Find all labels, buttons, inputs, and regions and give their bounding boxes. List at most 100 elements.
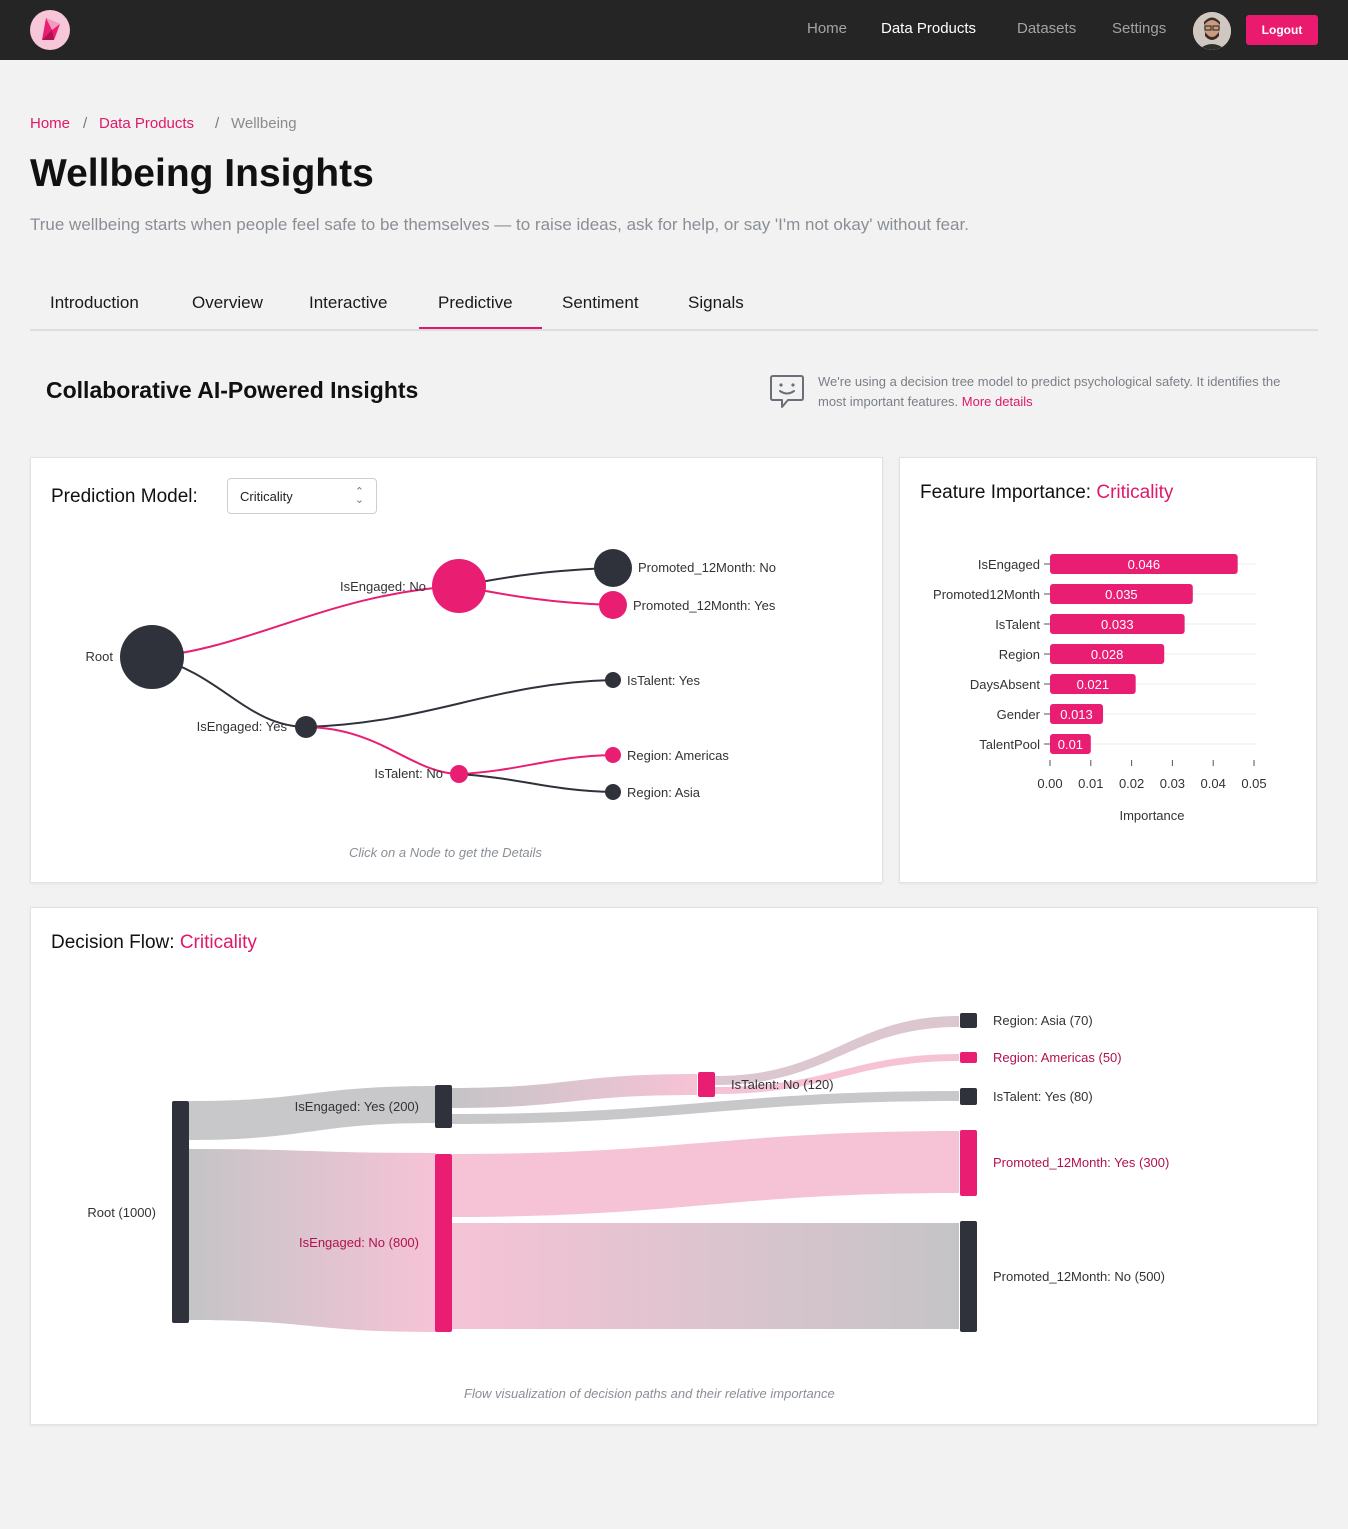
feature-importance-title-text: Feature Importance: bbox=[920, 482, 1097, 503]
tree-node-talent-yes[interactable] bbox=[605, 672, 621, 688]
bar-value-label: 0.021 bbox=[1077, 677, 1110, 692]
bar-value-label: 0.033 bbox=[1101, 617, 1134, 632]
flow-node-talent-yes[interactable] bbox=[960, 1088, 977, 1105]
tree-label-engaged-no: IsEngaged: No bbox=[340, 579, 426, 594]
tree-node-root[interactable] bbox=[120, 625, 184, 689]
y-tick-label: Gender bbox=[997, 707, 1041, 722]
tree-link bbox=[305, 726, 460, 775]
y-tick-label: Promoted12Month bbox=[933, 587, 1040, 602]
flow-node-talent-no[interactable] bbox=[698, 1072, 715, 1097]
tree-label-talent-no: IsTalent: No bbox=[374, 766, 443, 781]
importance-bar bbox=[1050, 554, 1238, 574]
flow-node-promoted-no[interactable] bbox=[960, 1221, 977, 1332]
tree-link bbox=[458, 754, 614, 775]
x-axis-label: Importance bbox=[1119, 808, 1184, 823]
flow-node-root[interactable] bbox=[172, 1101, 189, 1323]
decision-flow-title-text: Decision Flow: bbox=[51, 932, 180, 953]
nav-settings[interactable]: Settings bbox=[1112, 20, 1167, 37]
x-tick-label: 0.02 bbox=[1119, 776, 1144, 791]
flow-link bbox=[452, 1074, 697, 1108]
importance-bar bbox=[1050, 734, 1091, 754]
breadcrumb-home[interactable]: Home bbox=[30, 115, 71, 132]
model-info-text: We're using a decision tree model to pre… bbox=[818, 372, 1288, 412]
flow-link bbox=[189, 1149, 436, 1332]
app-logo[interactable] bbox=[30, 10, 70, 50]
flow-node-engaged-no[interactable] bbox=[435, 1154, 452, 1332]
breadcrumb-separator: / bbox=[215, 115, 220, 132]
nav-data-products[interactable]: Data Products bbox=[881, 20, 977, 37]
feature-importance-card: Feature Importance: Criticality IsEngage… bbox=[899, 457, 1317, 883]
flow-link bbox=[452, 1091, 959, 1124]
x-tick-label: 0.05 bbox=[1241, 776, 1266, 791]
tab-signals[interactable]: Signals bbox=[688, 293, 744, 312]
decision-flow-model: Criticality bbox=[179, 932, 257, 953]
tree-node-region-americas[interactable] bbox=[605, 747, 621, 763]
prediction-model-card: Prediction Model: Criticality ⌃ ⌄ Root Is… bbox=[30, 457, 883, 883]
flow-label-talent-yes: IsTalent: Yes (80) bbox=[993, 1089, 1093, 1104]
x-tick-label: 0.01 bbox=[1078, 776, 1103, 791]
more-details-link[interactable]: More details bbox=[961, 394, 1033, 409]
decision-flow-title: Decision Flow: Criticality bbox=[51, 932, 257, 954]
page-subtitle: True wellbeing starts when people feel s… bbox=[30, 215, 969, 234]
y-tick-label: TalentPool bbox=[979, 737, 1040, 752]
flow-label-root: Root (1000) bbox=[87, 1205, 156, 1220]
flow-link bbox=[715, 1016, 959, 1085]
tree-node-promoted-yes[interactable] bbox=[599, 591, 627, 619]
flow-label-engaged-no: IsEngaged: No (800) bbox=[299, 1235, 419, 1250]
tree-link bbox=[305, 679, 614, 728]
decision-flow-card: Decision Flow: Criticality Root (1000 bbox=[30, 907, 1318, 1425]
flow-node-engaged-yes[interactable] bbox=[435, 1085, 452, 1128]
model-select[interactable]: Criticality ⌃ ⌄ bbox=[227, 478, 377, 514]
flow-node-region-americas[interactable] bbox=[960, 1052, 977, 1063]
tab-bar: Introduction Overview Interactive Predic… bbox=[30, 283, 1318, 331]
bar-value-label: 0.013 bbox=[1060, 707, 1093, 722]
prediction-model-title: Prediction Model: bbox=[51, 486, 198, 507]
importance-bar bbox=[1050, 644, 1165, 664]
bar-value-label: 0.035 bbox=[1105, 587, 1138, 602]
tree-node-engaged-no[interactable] bbox=[432, 559, 486, 613]
tab-interactive[interactable]: Interactive bbox=[309, 293, 388, 312]
tree-node-promoted-no[interactable] bbox=[594, 549, 632, 587]
breadcrumb-separator: / bbox=[83, 115, 88, 132]
chat-bubble-icon bbox=[768, 374, 806, 410]
importance-bar bbox=[1050, 614, 1185, 634]
info-description: We're using a decision tree model to pre… bbox=[818, 374, 1281, 409]
sankey-diagram: Root (1000) IsEngaged: Yes (200) IsEngag… bbox=[87, 1013, 1169, 1332]
tree-node-talent-no[interactable] bbox=[450, 765, 468, 783]
importance-bar bbox=[1050, 704, 1104, 724]
importance-bar bbox=[1050, 584, 1193, 604]
flow-link bbox=[452, 1131, 959, 1217]
x-tick-label: 0.04 bbox=[1201, 776, 1226, 791]
importance-bar bbox=[1050, 674, 1136, 694]
tree-label-region-asia: Region: Asia bbox=[627, 785, 701, 800]
breadcrumb-data-products[interactable]: Data Products bbox=[99, 115, 195, 132]
feature-importance-title: Feature Importance: Criticality bbox=[920, 482, 1173, 504]
logout-button[interactable]: Logout bbox=[1246, 15, 1318, 45]
tree-node-engaged-yes[interactable] bbox=[295, 716, 317, 738]
y-tick-label: DaysAbsent bbox=[970, 677, 1040, 692]
flow-node-region-asia[interactable] bbox=[960, 1013, 977, 1028]
tree-label-promoted-yes: Promoted_12Month: Yes bbox=[633, 598, 776, 613]
flow-label-promoted-yes: Promoted_12Month: Yes (300) bbox=[993, 1155, 1169, 1170]
tree-label-promoted-no: Promoted_12Month: No bbox=[638, 560, 776, 575]
feature-importance-chart: IsEngaged 0.046 Promoted12Month 0.035 IsTale… bbox=[933, 554, 1267, 823]
nav-home[interactable]: Home bbox=[807, 20, 848, 37]
section-title: Collaborative AI-Powered Insights bbox=[46, 377, 419, 403]
chevron-up-down-icon: ⌃ ⌄ bbox=[354, 485, 364, 506]
tab-predictive[interactable]: Predictive bbox=[438, 293, 513, 312]
tree-label-talent-yes: IsTalent: Yes bbox=[627, 673, 700, 688]
tree-label-region-americas: Region: Americas bbox=[627, 748, 729, 763]
flow-link bbox=[452, 1223, 959, 1329]
tab-introduction[interactable]: Introduction bbox=[50, 293, 139, 312]
nav-datasets[interactable]: Datasets bbox=[1017, 20, 1077, 37]
y-tick-label: IsEngaged bbox=[978, 557, 1040, 572]
tab-overview[interactable]: Overview bbox=[192, 293, 263, 312]
tab-sentiment[interactable]: Sentiment bbox=[562, 293, 639, 312]
y-tick-label: Region bbox=[999, 647, 1040, 662]
y-tick-label: IsTalent bbox=[995, 617, 1040, 632]
flow-link bbox=[189, 1086, 436, 1140]
user-avatar[interactable] bbox=[1193, 12, 1231, 50]
tree-node-region-asia[interactable] bbox=[605, 784, 621, 800]
flow-node-promoted-yes[interactable] bbox=[960, 1130, 977, 1196]
tree-link bbox=[151, 585, 460, 658]
